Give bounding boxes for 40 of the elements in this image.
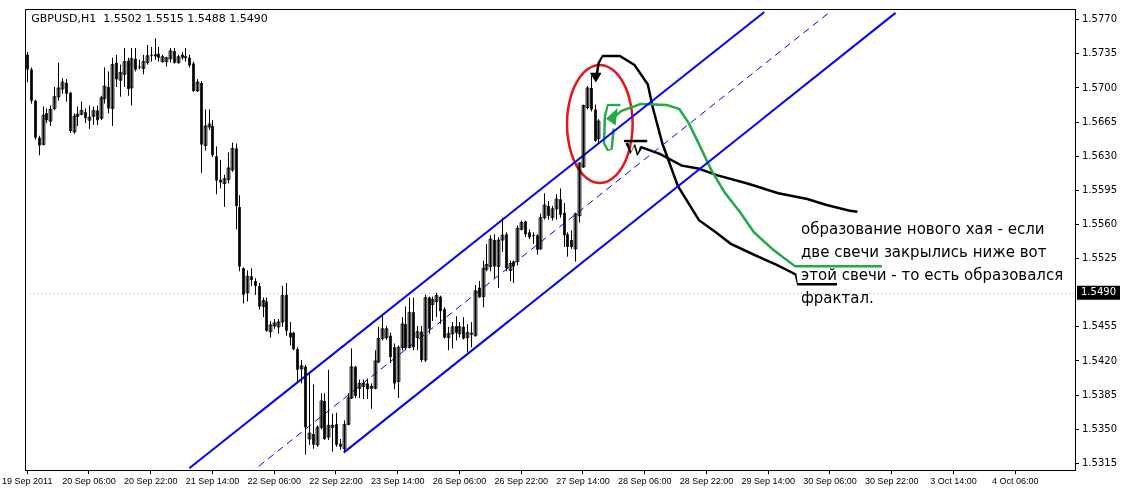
candlestick xyxy=(407,297,412,349)
x-tick-label: 22 Sep 22:00 xyxy=(309,476,363,487)
y-tick-label: 1.5315 xyxy=(1082,456,1117,468)
x-tick-label: 28 Sep 22:00 xyxy=(679,476,734,487)
x-tick-label: 3 Oct 14:00 xyxy=(930,476,977,487)
x-tick-label: 4 Oct 06:00 xyxy=(991,476,1039,487)
candlestick xyxy=(289,321,292,346)
x-tick-label: 20 Sep 22:00 xyxy=(123,476,178,487)
candlestick xyxy=(423,294,428,363)
x-tick-label: 30 Sep 22:00 xyxy=(864,476,919,487)
candlestick xyxy=(91,106,96,126)
candlestick xyxy=(110,57,115,127)
chart-title: GBPUSD,H1 1.5502 1.5515 1.5488 1.5490 xyxy=(31,12,268,26)
y-tick-label: 1.5455 xyxy=(1082,320,1117,332)
candlestick xyxy=(465,323,470,353)
x-tick-label: 19 Sep 2011 xyxy=(2,476,53,487)
y-tick-label: 1.5735 xyxy=(1082,47,1117,59)
y-tick-label: 1.5595 xyxy=(1082,183,1117,195)
x-tick-label: 23 Sep 14:00 xyxy=(370,476,425,487)
y-tick-label: 1.5665 xyxy=(1082,115,1117,127)
x-tick-label: 26 Sep 22:00 xyxy=(494,476,548,487)
y-tick-label: 1.5350 xyxy=(1082,422,1117,434)
annotation: образование нового хая - если две свечи закрылись ниже вот этой свечи - то есть образовался фрактал. xyxy=(800,219,1065,310)
y-tick-label: 1.5770 xyxy=(1082,13,1117,25)
x-tick-label: 28 Sep 06:00 xyxy=(617,476,672,487)
y-tick-label: 1.5700 xyxy=(1082,81,1117,93)
y-tick-label: 1.5630 xyxy=(1082,149,1117,161)
y-tick-label: 1.5560 xyxy=(1082,218,1117,230)
ref-line-label: 1.5490 xyxy=(1081,286,1116,298)
x-tick-label: 22 Sep 06:00 xyxy=(247,476,301,487)
x-tick-label: 21 Sep 14:00 xyxy=(185,476,240,487)
x-tick-label: 29 Sep 14:00 xyxy=(741,476,795,487)
y-tick-label: 1.5525 xyxy=(1082,252,1117,264)
x-tick-label: 30 Sep 06:00 xyxy=(803,476,857,487)
x-tick-label: 20 Sep 06:00 xyxy=(62,476,116,487)
y-tick-label: 1.5385 xyxy=(1082,388,1117,400)
candlestick xyxy=(361,379,366,400)
y-tick-label: 1.5420 xyxy=(1082,354,1117,366)
x-tick-label: 26 Sep 06:00 xyxy=(432,476,487,487)
x-tick-label: 27 Sep 14:00 xyxy=(556,476,610,487)
